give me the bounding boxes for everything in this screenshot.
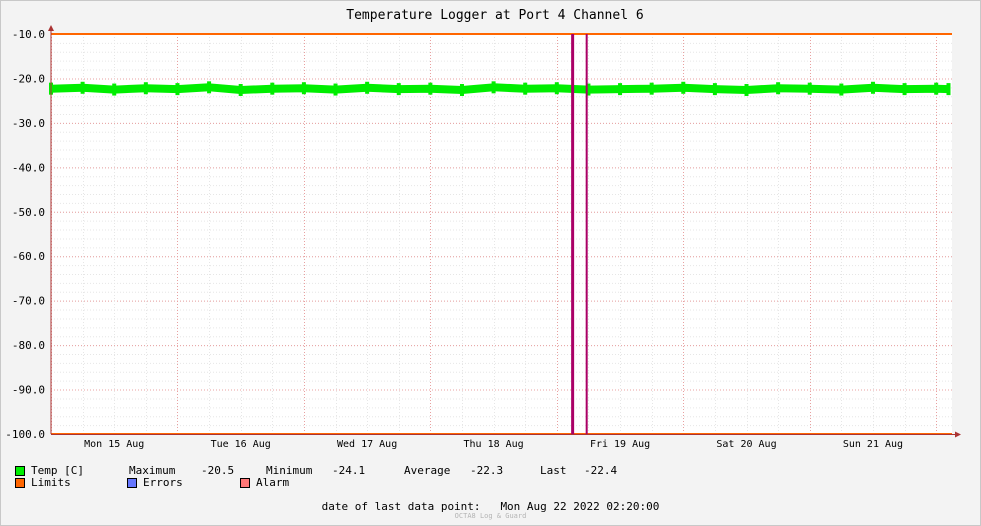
temp-point xyxy=(586,83,591,96)
legend-errors: Errors xyxy=(127,476,240,489)
x-tick-label: Thu 18 Aug xyxy=(463,439,523,450)
temp-point xyxy=(365,81,370,94)
stat-max-value: -20.5 xyxy=(201,464,235,477)
x-tick-label: Tue 16 Aug xyxy=(211,439,271,450)
temp-point xyxy=(333,83,338,96)
footer-credit: OCTA8 Log & Guard xyxy=(454,512,527,520)
temp-swatch xyxy=(15,465,25,476)
temp-point xyxy=(523,82,528,95)
y-tick-label: -80.0 xyxy=(12,339,45,352)
last-data-point: date of last data point: Mon Aug 22 2022… xyxy=(1,500,980,513)
temp-point xyxy=(396,83,401,96)
legend-temp: Temp [C] xyxy=(15,464,129,477)
y-tick-label: -30.0 xyxy=(12,117,45,130)
temp-point xyxy=(712,83,717,96)
temp-point xyxy=(902,83,907,96)
temp-point xyxy=(554,82,559,95)
temp-point xyxy=(459,84,464,96)
y-tick-label: -100.0 xyxy=(5,428,45,441)
y-tick-label: -20.0 xyxy=(12,72,45,85)
temp-point xyxy=(649,82,654,95)
x-axis-arrow xyxy=(955,431,961,438)
x-tick-label: Fri 19 Aug xyxy=(590,439,650,450)
temperature-chart: Temperature Logger at Port 4 Channel 6 -… xyxy=(5,8,961,450)
limits-swatch xyxy=(15,477,25,488)
legend-alarm: Alarm xyxy=(240,476,289,489)
temp-point xyxy=(839,83,844,96)
stat-avg-label: Average xyxy=(404,464,451,477)
legend-row-2: Limits Errors Alarm xyxy=(15,476,289,489)
x-tick-label: Wed 17 Aug xyxy=(337,439,397,450)
stat-avg-value: -22.3 xyxy=(470,464,504,477)
legend-errors-label: Errors xyxy=(143,476,183,489)
y-tick-label: -40.0 xyxy=(12,161,45,174)
stat-min-value: -24.1 xyxy=(332,464,366,477)
x-tick-label: Mon 15 Aug xyxy=(84,439,144,450)
legend-temp-label: Temp [C] xyxy=(31,464,84,477)
y-tick-label: -70.0 xyxy=(12,295,45,308)
y-axis-arrow xyxy=(48,25,54,31)
temp-point xyxy=(807,82,812,95)
temp-point xyxy=(681,81,686,94)
y-tick-label: -10.0 xyxy=(12,28,45,41)
y-tick-label: -90.0 xyxy=(12,384,45,397)
stat-last-label: Last xyxy=(540,464,567,477)
temp-point xyxy=(934,82,939,95)
y-axis-ticks: -10.0 -20.0 -30.0 -40.0 -50.0 -60.0 -70.0 -80.0… xyxy=(5,28,45,441)
temp-point xyxy=(870,81,875,94)
legend-limits-label: Limits xyxy=(31,476,71,489)
legend-alarm-label: Alarm xyxy=(256,476,290,489)
temp-point xyxy=(112,83,117,96)
temp-point xyxy=(80,81,85,94)
temp-point xyxy=(143,82,148,95)
temp-point xyxy=(270,82,275,95)
temp-point xyxy=(238,84,243,96)
last-data-point-value: Mon Aug 22 2022 02:20:00 xyxy=(500,500,660,513)
y-tick-label: -60.0 xyxy=(12,250,45,263)
legend-limits: Limits xyxy=(15,476,127,489)
temp-point xyxy=(175,83,180,96)
chart-title: Temperature Logger at Port 4 Channel 6 xyxy=(346,8,643,23)
x-axis-ticks: Mon 15 Aug Tue 16 Aug Wed 17 Aug Thu 18 Aug… xyxy=(84,439,903,450)
temp-series-line xyxy=(50,83,949,94)
temp-point xyxy=(618,83,623,96)
temp-point xyxy=(744,84,749,96)
last-data-point-label: date of last data point: xyxy=(321,500,481,513)
stat-max-label: Maximum xyxy=(129,464,176,477)
temp-point xyxy=(491,81,496,94)
temp-point xyxy=(207,81,212,94)
temp-point xyxy=(776,82,781,95)
stat-last-value: -22.4 xyxy=(584,464,618,477)
x-tick-label: Sun 21 Aug xyxy=(843,439,903,450)
y-tick-label: -50.0 xyxy=(12,206,45,219)
temp-point xyxy=(301,82,306,95)
plot-area xyxy=(51,34,952,434)
grid xyxy=(51,34,952,435)
legend-row-1: Temp [C] Maximum -20.5 Minimum -24.1 Ave… xyxy=(15,464,617,477)
alarm-swatch xyxy=(240,477,250,488)
temp-point xyxy=(428,82,433,95)
errors-swatch xyxy=(127,477,137,488)
temp-point xyxy=(946,83,951,96)
axes xyxy=(48,25,961,438)
x-tick-label: Sat 20 Aug xyxy=(716,439,776,450)
stat-min-label: Minimum xyxy=(266,464,313,477)
